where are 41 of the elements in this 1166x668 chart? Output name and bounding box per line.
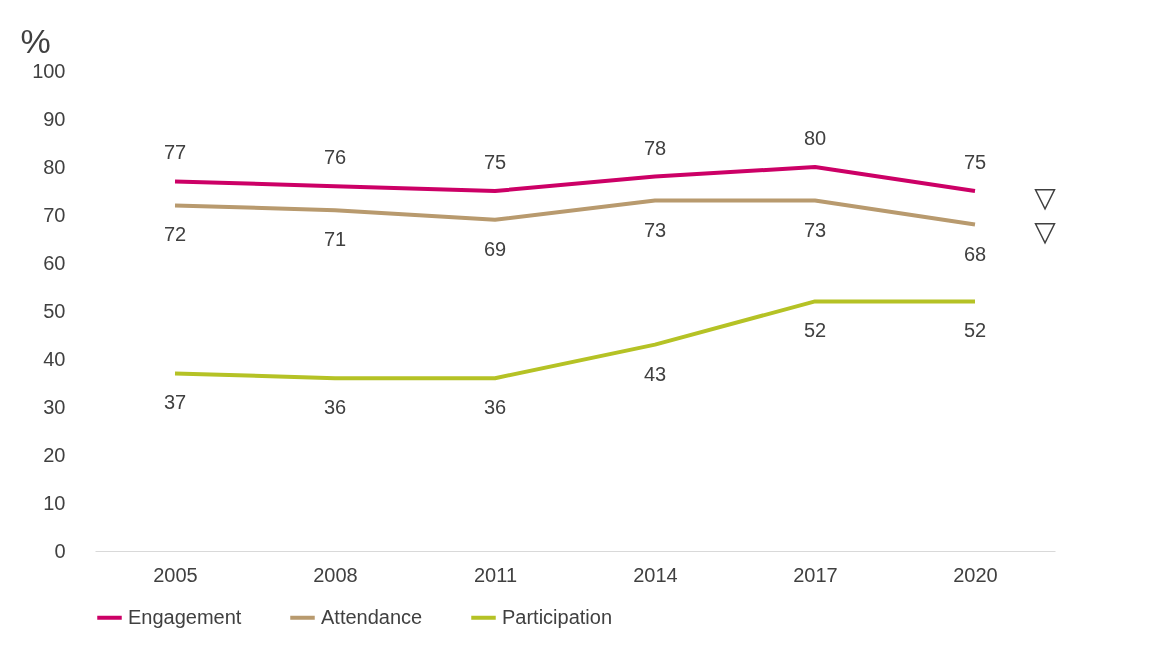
data-label: 78 <box>643 136 667 159</box>
x-tick-label: 2008 <box>313 563 358 586</box>
x-tick-label: 2017 <box>793 563 838 586</box>
annotation: ▽ <box>1034 214 1057 248</box>
data-label: 43 <box>643 362 667 385</box>
data-label: 37 <box>163 391 187 414</box>
data-label: 52 <box>963 319 987 342</box>
x-tick-label: 2020 <box>953 563 998 586</box>
data-label: 36 <box>323 396 347 419</box>
legend-label: Engagement <box>128 605 242 628</box>
x-tick-label: 2011 <box>473 563 518 586</box>
y-tick-label: 50 <box>43 299 66 322</box>
data-label: 68 <box>963 242 987 265</box>
y-tick-label: 80 <box>43 155 66 178</box>
y-tick-label: 60 <box>43 251 66 274</box>
legend-label: Participation <box>502 605 613 628</box>
x-tick-label: 2014 <box>633 563 678 586</box>
data-label: 75 <box>963 151 987 173</box>
y-tick-label: 90 <box>43 107 66 130</box>
y-tick-label: 40 <box>43 347 66 370</box>
y-tick-label: 30 <box>43 395 66 418</box>
data-label: 80 <box>803 127 827 149</box>
data-label: 72 <box>163 223 187 246</box>
y-tick-label: 10 <box>43 491 66 514</box>
annotation: ▽ <box>1034 181 1057 214</box>
y-axis-title: % <box>20 21 51 60</box>
data-label: 71 <box>323 228 347 251</box>
data-label: 73 <box>803 218 827 241</box>
y-tick-label: 20 <box>43 443 66 466</box>
data-label: 75 <box>483 151 507 173</box>
data-label: 77 <box>163 141 187 164</box>
data-label: 36 <box>483 396 507 419</box>
y-tick-label: 0 <box>54 539 66 562</box>
x-tick-label: 2005 <box>153 563 198 586</box>
y-tick-label: 100 <box>32 59 66 82</box>
legend-label: Attendance <box>321 605 423 628</box>
data-label: 76 <box>323 146 347 169</box>
data-label: 52 <box>803 319 827 342</box>
data-label: 73 <box>643 218 667 241</box>
y-tick-label: 70 <box>43 203 66 226</box>
data-label: 69 <box>483 237 507 260</box>
